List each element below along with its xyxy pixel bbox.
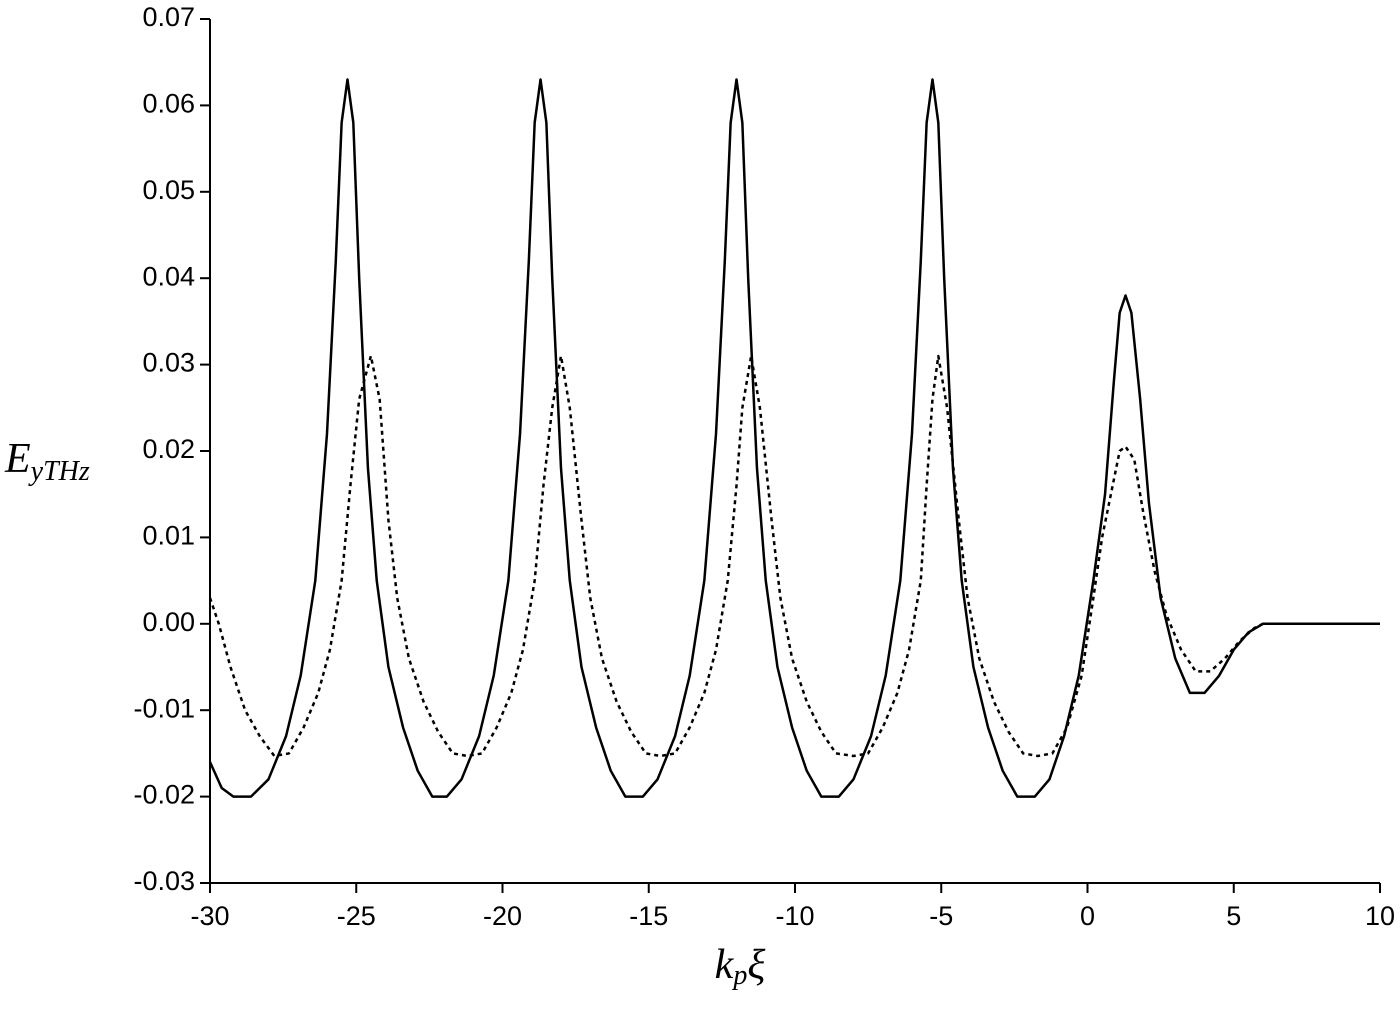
y-label-main: E xyxy=(4,436,31,482)
x-tick-label: 10 xyxy=(1365,901,1395,931)
y-tick-label: 0.00 xyxy=(142,607,195,637)
y-tick-label: 0.04 xyxy=(142,261,195,291)
y-tick-label: 0.07 xyxy=(142,2,195,32)
y-tick-label: 0.02 xyxy=(142,434,195,464)
x-tick-label: -10 xyxy=(775,901,814,931)
x-tick-label: 5 xyxy=(1226,901,1241,931)
x-axis-label: kpξ xyxy=(715,942,766,992)
x-tick-label: 0 xyxy=(1080,901,1095,931)
x-label-sub: p xyxy=(731,960,747,991)
y-tick-label: 0.03 xyxy=(142,348,195,378)
series-line xyxy=(208,354,1380,758)
x-tick-label: -5 xyxy=(929,901,953,931)
x-tick-label: -20 xyxy=(483,901,522,931)
x-label-main: k xyxy=(715,942,735,988)
y-label-sub: yTHz xyxy=(28,456,90,487)
x-tick-label: -15 xyxy=(629,901,668,931)
y-tick-label: 0.05 xyxy=(142,175,195,205)
series-line xyxy=(208,78,1380,798)
y-tick-label: -0.02 xyxy=(133,780,195,810)
y-tick-label: 0.01 xyxy=(142,521,195,551)
x-label-xi: ξ xyxy=(747,942,765,988)
y-tick-label: -0.01 xyxy=(133,693,195,723)
x-tick-label: -25 xyxy=(337,901,376,931)
y-tick-label: -0.03 xyxy=(133,866,195,896)
y-axis-label: EyTHz xyxy=(4,436,90,488)
y-tick-label: 0.06 xyxy=(142,89,195,119)
x-tick-label: -30 xyxy=(190,901,229,931)
